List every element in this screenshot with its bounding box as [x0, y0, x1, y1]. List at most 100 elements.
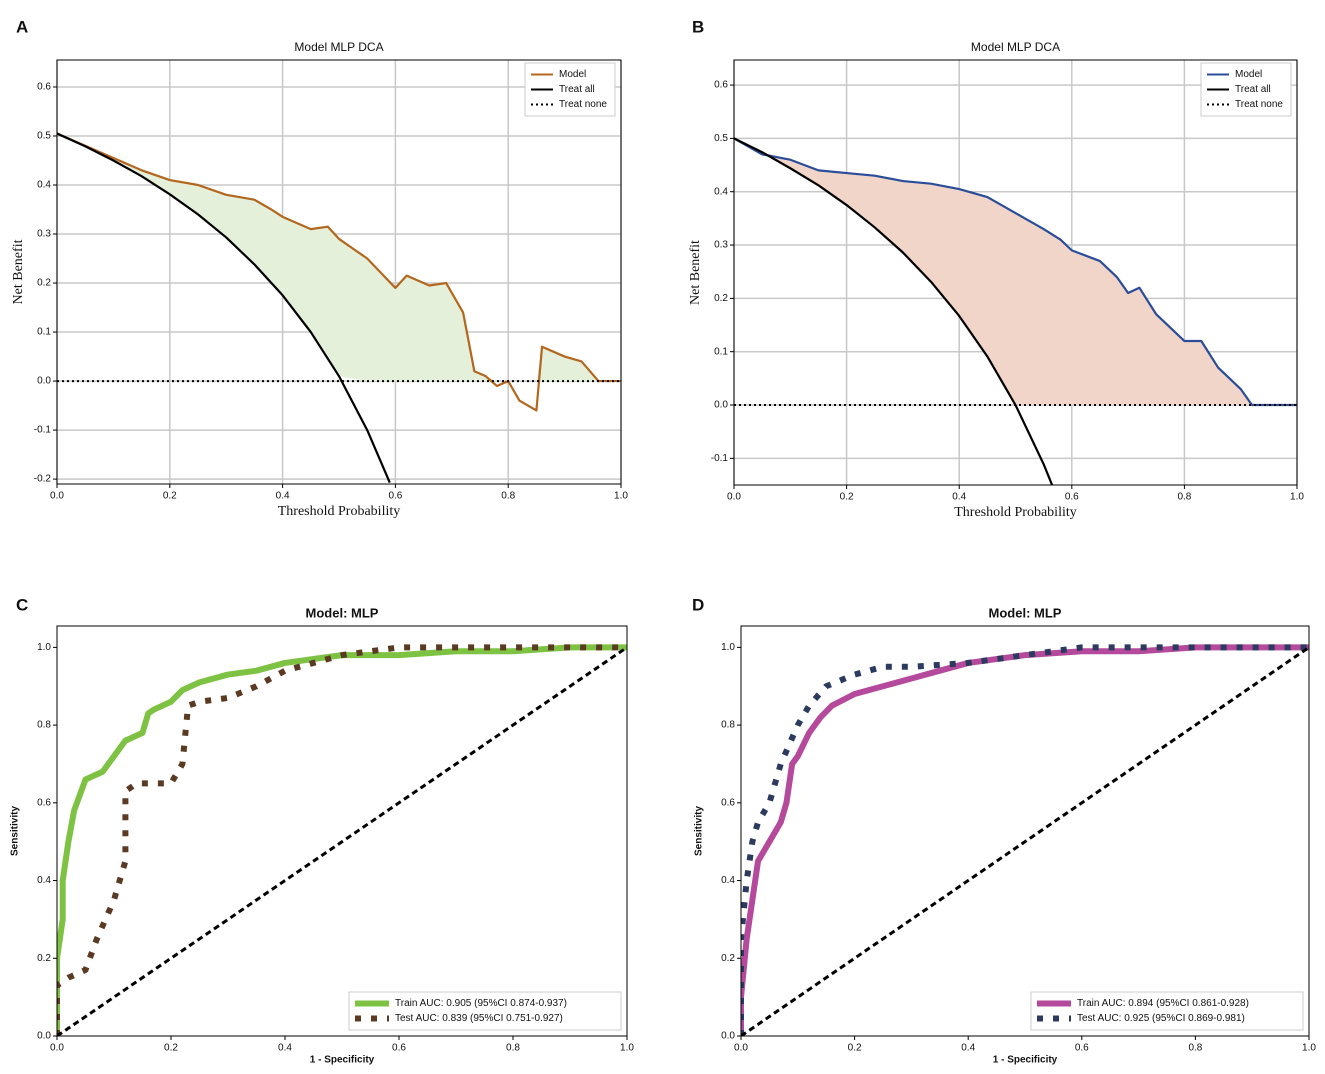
y-tick-label: 1.0 [721, 642, 735, 653]
x-tick-label: 0.6 [1075, 1043, 1089, 1054]
series-line [741, 644, 1309, 1036]
y-tick-label: 0.4 [37, 180, 51, 191]
x-tick-label: 0.2 [163, 491, 177, 502]
x-tick-label: 0.6 [392, 1043, 406, 1054]
y-axis-label: Sensitivity [10, 806, 21, 856]
x-tick-label: 0.8 [506, 1043, 520, 1054]
y-tick-label: 0.3 [714, 240, 728, 251]
x-tick-label: 0.2 [848, 1043, 862, 1054]
y-tick-label: 1.0 [37, 642, 51, 653]
series-line [734, 137, 1297, 407]
plot-frame [733, 59, 1298, 486]
legend-label: Treat none [559, 99, 607, 110]
y-axis-label: Net Benefit [688, 240, 703, 305]
y-tick-label: 0.6 [37, 82, 51, 93]
legend-label: Test AUC: 0.925 (95%CI 0.869-0.981) [1077, 1013, 1245, 1024]
legend-label: Model [559, 69, 586, 80]
x-axis-label: 1 - Specificity [310, 1055, 375, 1066]
plot-frame [56, 59, 622, 485]
x-tick-label: 1.0 [614, 491, 628, 502]
legend-label: Train AUC: 0.894 (95%CI 0.861-0.928) [1077, 998, 1249, 1009]
y-tick-label: 0.3 [37, 229, 51, 240]
series-line [741, 646, 1309, 1036]
series-line [57, 132, 621, 412]
legend-box [348, 991, 622, 1031]
y-tick-label: 0.2 [721, 953, 735, 964]
y-tick-label: 0.6 [714, 80, 728, 91]
y-tick-label: -0.1 [711, 453, 729, 464]
y-tick-label: 0.1 [714, 346, 728, 357]
chart-title: Model MLP DCA [294, 40, 383, 54]
y-tick-label: 0.4 [37, 875, 51, 886]
panel-label: B [692, 17, 704, 36]
y-tick-label: 0.2 [714, 293, 728, 304]
chart-panel: A Model MLP DCA 0.0 0.2 0.4 0.6 0.8 1.0 -0.2 -0.1… [11, 17, 628, 519]
panel-label: C [16, 595, 28, 614]
x-tick-label: 0.0 [727, 492, 741, 503]
y-tick-label: 0.6 [721, 797, 735, 808]
y-tick-label: 0.2 [37, 278, 51, 289]
x-tick-label: 0.2 [840, 492, 854, 503]
plot-frame [56, 625, 628, 1037]
x-tick-label: 0.4 [278, 1043, 292, 1054]
x-tick-label: 0.0 [50, 491, 64, 502]
x-tick-label: 0.8 [501, 491, 515, 502]
plot-frame [740, 625, 1310, 1037]
x-tick-label: 0.6 [1065, 492, 1079, 503]
y-axis-label: Sensitivity [694, 806, 705, 856]
x-tick-label: 0.0 [50, 1043, 64, 1054]
x-tick-label: 0.4 [961, 1043, 975, 1054]
panel-label: D [692, 595, 704, 614]
y-tick-label: 0.2 [37, 953, 51, 964]
x-tick-label: 1.0 [620, 1043, 634, 1054]
chart-panel: B Model MLP DCA 0.0 0.2 0.4 0.6 0.8 1.0 -0.1 0.0 0… [688, 17, 1304, 520]
x-tick-label: 0.8 [1177, 492, 1191, 503]
chart-title: Model MLP DCA [971, 40, 1060, 54]
x-tick-label: 1.0 [1290, 492, 1304, 503]
series-line [57, 132, 391, 483]
benefit-area [734, 138, 1297, 406]
y-tick-label: -0.2 [34, 474, 52, 485]
y-tick-label: 0.6 [37, 797, 51, 808]
x-tick-label: 0.4 [276, 491, 290, 502]
y-tick-label: 0.0 [37, 376, 51, 387]
x-tick-label: 0.0 [734, 1043, 748, 1054]
x-tick-label: 0.6 [388, 491, 402, 502]
legend-label: Test AUC: 0.839 (95%CI 0.751-0.927) [395, 1013, 563, 1024]
y-tick-label: 0.4 [721, 875, 735, 886]
y-axis-label: Net Benefit [11, 239, 26, 304]
panel-label: A [16, 17, 28, 36]
y-tick-label: 0.0 [721, 1031, 735, 1042]
legend-label: Model [1235, 69, 1262, 80]
legend-label: Treat none [1235, 99, 1283, 110]
y-tick-label: 0.5 [37, 131, 51, 142]
x-tick-label: 0.2 [164, 1043, 178, 1054]
x-axis-label: Threshold Probability [954, 505, 1077, 520]
x-tick-label: 0.4 [952, 492, 966, 503]
series-line [57, 646, 627, 1036]
series-line [741, 644, 1309, 1036]
benefit-area [57, 133, 621, 382]
y-tick-label: 0.0 [714, 400, 728, 411]
y-tick-label: 0.5 [714, 133, 728, 144]
x-axis-label: Threshold Probability [278, 504, 401, 519]
y-tick-label: 0.0 [37, 1031, 51, 1042]
chart-panel: C Model: MLP 0.0 0.2 0.4 0.6 0.8 1.0 0.0 0.2 0.4 0.… [10, 595, 635, 1065]
y-tick-label: 0.4 [714, 186, 728, 197]
chart-title: Model: MLP [989, 605, 1062, 620]
chart-panel: D Model: MLP 0.0 0.2 0.4 0.6 0.8 1.0 0.0 0.2 0.4 0.… [692, 595, 1316, 1065]
series-line [57, 644, 627, 1036]
legend-label: Train AUC: 0.905 (95%CI 0.874-0.937) [395, 998, 567, 1009]
legend-label: Treat all [559, 84, 595, 95]
y-tick-label: 0.8 [37, 720, 51, 731]
chart-title: Model: MLP [306, 605, 379, 620]
y-tick-label: 0.1 [37, 327, 51, 338]
legend-box [1030, 991, 1304, 1031]
x-tick-label: 0.8 [1188, 1043, 1202, 1054]
x-axis-label: 1 - Specificity [993, 1055, 1058, 1066]
y-tick-label: 0.8 [721, 720, 735, 731]
x-tick-label: 1.0 [1302, 1043, 1316, 1054]
y-tick-label: -0.1 [34, 425, 52, 436]
legend-label: Treat all [1235, 84, 1271, 95]
